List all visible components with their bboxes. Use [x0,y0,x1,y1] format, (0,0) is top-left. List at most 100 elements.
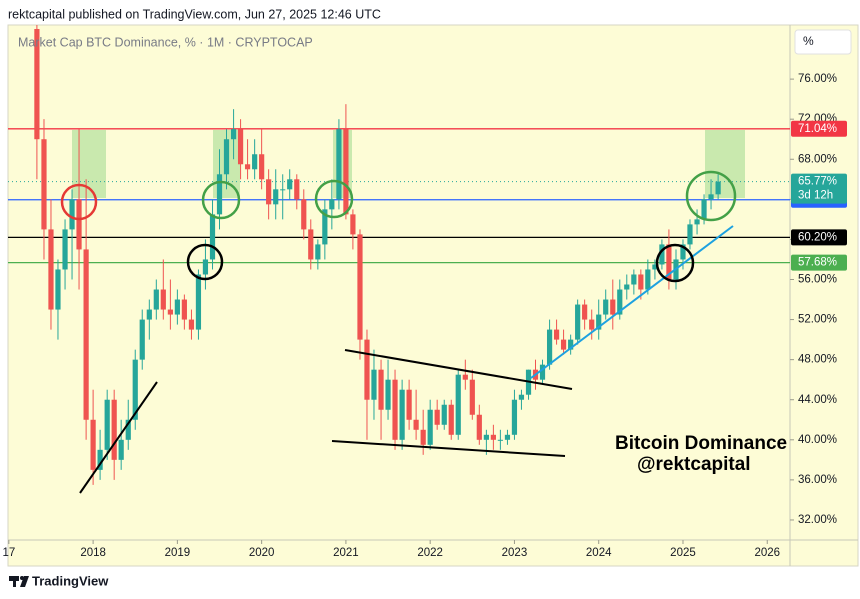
x-tick-label: 2019 [165,547,191,559]
last-price-box [791,173,847,204]
candle-body [504,434,511,440]
candle-body [469,379,475,415]
candle-body [610,299,616,315]
level-label: 60.20% [798,231,837,243]
circle [201,180,241,220]
candle-body [603,299,609,315]
candle-body [280,189,286,191]
candle-body [90,419,96,470]
x-tick-label: 17 [2,547,15,559]
candle-body [357,234,363,340]
last-price-label: 65.77% [798,176,837,188]
candle-body [48,229,54,310]
y-tick-label: 32.00% [798,514,837,526]
candle-body [483,434,489,440]
header: rektcapital published on TradingView.com… [8,7,381,21]
candle-body [350,214,356,235]
candle-body [294,179,300,200]
y-tick-label: 36.00% [798,474,837,486]
candle-body [322,209,328,245]
y-tick-label: 52.00% [798,314,837,326]
candle-body [715,181,721,195]
candle-body [518,394,525,400]
candle-body [560,339,567,350]
candle-body [167,309,173,315]
candle-body [336,129,342,200]
candle-body [364,339,370,400]
candle-body [216,174,223,215]
circle [186,243,224,281]
logo-mark [13,576,16,587]
y-tick-label: 44.00% [798,394,837,406]
candle-body [378,369,384,410]
candle-body [427,409,433,445]
candle-body [69,199,75,230]
candle-body [617,289,623,315]
candle-body [631,274,637,285]
circle [655,243,695,283]
time-axis: 17 2018 2019 2020 2021 2022 2023 2024 2025 2026 [2,540,780,559]
chart-title: Market Cap BTC Dominance, % · 1M · CRYPT… [18,35,313,49]
candle-body [202,259,209,275]
candle-body [41,139,47,230]
candle-body [132,359,138,420]
trend-line [344,349,573,390]
candle-body [230,129,237,140]
x-tick-label: 2023 [502,547,528,559]
candle-body [694,219,700,225]
candle-body [188,319,195,330]
candle-body [273,189,279,205]
candle-body [448,404,454,435]
candle-body [568,339,574,350]
trend-line [530,225,734,379]
candle-body [308,229,314,260]
candle-body [455,374,461,435]
x-tick-label: 2024 [586,547,612,559]
candle-body [371,369,377,400]
candle-body [181,299,187,320]
candle-body [406,389,412,420]
candle-body [645,269,651,290]
candle-body [111,399,117,460]
candle-body [511,399,518,435]
candle-body [539,364,546,380]
candle-body [420,429,426,445]
candle-body [62,229,68,270]
candle-body [76,199,82,250]
zone [705,130,745,198]
candle-body [652,264,658,270]
trend-line [79,381,158,494]
candle-body [589,319,595,330]
trend-line [331,440,566,457]
candle-body [209,214,216,260]
candle-body [34,29,40,140]
candle-body [687,224,693,245]
level-label: 57.68% [798,257,837,269]
candle-body [659,244,665,265]
x-tick-label: 2022 [417,547,443,559]
candle-body [546,329,553,365]
candle-body [392,379,398,440]
candle-body [301,199,307,230]
y-tick-label: 76.00% [798,73,837,85]
level-label-box [791,120,847,137]
candle-body [118,439,124,460]
candle-body [476,414,482,440]
circle [314,179,354,219]
candle-body [160,289,166,310]
chart-background [7,24,859,567]
candle-body [244,164,251,170]
scale-button-label[interactable]: % [803,34,814,48]
candle-body [104,399,110,450]
candle-body [343,129,349,215]
y-tick-label: 68.00% [798,153,837,165]
candle-body [287,179,293,190]
price-axis: 32.00% 36.00% 40.00% 44.00% 48.00% 52.00% 56.0… [790,73,847,526]
candle-body [315,244,321,260]
scale-button[interactable] [794,29,852,55]
candle-body [146,309,152,320]
x-tick-label: 2026 [754,547,780,559]
level-label: 71.04% [798,123,837,135]
